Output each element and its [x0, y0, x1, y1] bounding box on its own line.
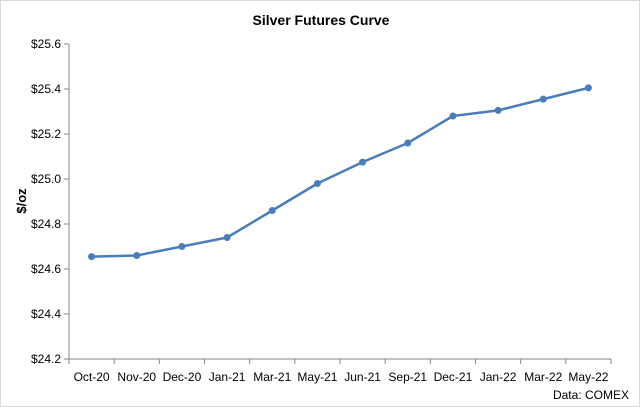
data-point [404, 139, 412, 147]
y-axis-ticks: $24.2 $24.4 $24.6 $24.8 $25.0 $25.2 $25.4 $25.6 [31, 37, 69, 366]
data-point [268, 207, 276, 214]
x-tick-label: May-22 [568, 370, 608, 384]
x-axis-ticks: Oct-20 Nov-20 Dec-20 Jan-21 Mar-21 May-21 Jun-… [68, 359, 612, 384]
x-tick-label: Jan-22 [480, 370, 517, 384]
y-tick-label: $25.0 [31, 172, 61, 186]
y-tick-label: $25.4 [31, 82, 61, 96]
data-point [313, 180, 321, 187]
x-tick-label: Jan-21 [209, 370, 246, 384]
x-tick-label: May-21 [297, 370, 337, 384]
data-point [449, 112, 457, 120]
y-tick-label: $24.4 [31, 307, 61, 321]
x-tick-label: Oct-20 [74, 370, 110, 384]
source-note: Data: COMEX [553, 388, 629, 402]
data-point [539, 95, 547, 103]
x-tick-label: Nov-20 [117, 370, 156, 384]
y-tick-label: $25.6 [31, 37, 61, 51]
x-tick-label: Sep-21 [388, 370, 427, 384]
x-tick-label: Mar-21 [253, 370, 291, 384]
axes [68, 44, 611, 360]
y-tick-label: $25.2 [31, 127, 61, 141]
data-point [133, 252, 141, 259]
series-line [91, 86, 589, 258]
data-point [178, 243, 186, 250]
data-point [223, 234, 231, 241]
y-axis-label: $/oz [14, 188, 29, 214]
chart-title: Silver Futures Curve [253, 12, 390, 28]
series-plot [88, 84, 592, 261]
y-tick-label: $24.2 [31, 352, 61, 366]
data-point [584, 84, 592, 92]
x-tick-label: Mar-22 [524, 370, 562, 384]
data-point [494, 106, 502, 114]
y-tick-label: $24.8 [31, 217, 61, 231]
x-tick-label: Dec-21 [434, 370, 473, 384]
x-tick-label: Dec-20 [163, 370, 202, 384]
data-point [359, 158, 367, 166]
data-point [88, 253, 96, 261]
x-tick-label: Jun-21 [344, 370, 381, 384]
y-tick-label: $24.6 [31, 262, 61, 276]
